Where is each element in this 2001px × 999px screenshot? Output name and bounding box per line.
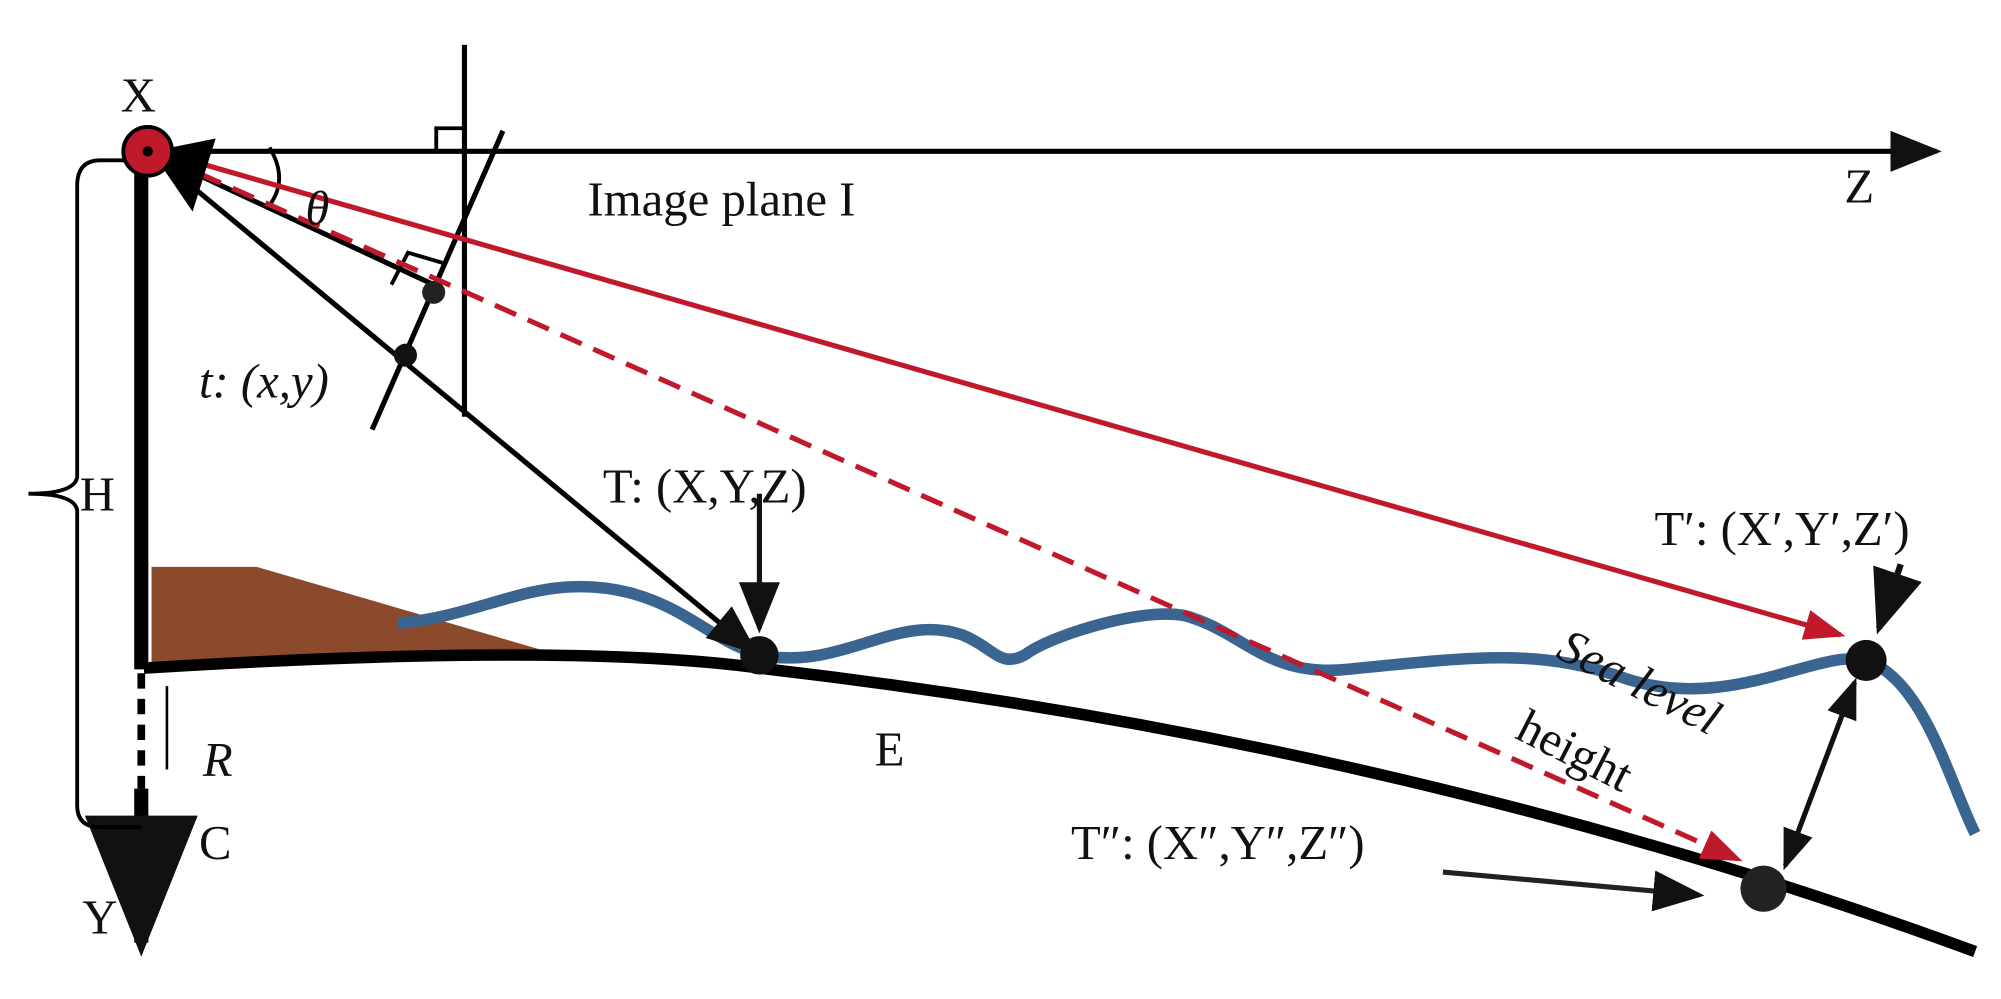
point [422,280,446,304]
arrow [1442,869,1705,912]
ray [158,158,759,655]
label: R [202,733,233,787]
earth-curve [143,649,1978,957]
angle-arc [267,146,281,207]
label: t: (x,y) [199,355,329,409]
label: T′: (X′,Y′,Z′) [1655,502,1910,556]
label: C [199,816,232,870]
point [393,343,418,367]
red-ray [166,151,1846,640]
point-t [740,636,779,675]
label: Image plane I [588,172,856,226]
axis-label: X [121,69,156,123]
label: H [80,467,115,521]
label: E [875,723,905,777]
sea-level [397,580,1981,837]
arrow [1873,563,1922,635]
double-arrow [1782,677,1857,871]
point-t-prime [1845,639,1887,681]
right-angle [434,126,465,152]
label: θ [305,181,329,235]
point-t-double-prime [1740,865,1787,912]
axis-label: Z [1844,160,1874,214]
label: T: (X,Y,Z) [603,460,807,514]
camera-center [142,146,153,157]
right-angle [389,250,444,286]
axis-label: Y [82,891,117,945]
earth-center [123,825,160,862]
label: T″: (X″,Y″,Z″) [1071,816,1365,870]
height-brace [28,158,142,830]
land [151,566,565,670]
red-dashed-ray [165,156,1743,862]
label: height [1508,699,1641,803]
